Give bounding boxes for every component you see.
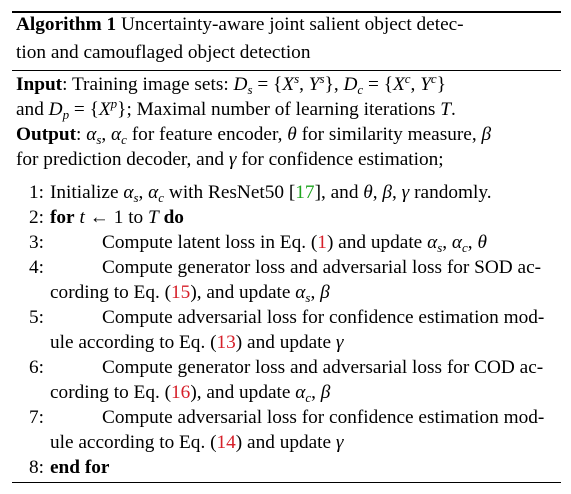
step-text: ) and update	[326, 232, 428, 253]
keyword-for: for	[50, 207, 75, 228]
step-text: Compute adversarial loss for confidence …	[102, 307, 545, 328]
step-text: cording to Eq. (	[50, 282, 172, 303]
input-line-1: Input: Training image sets: Ds = {Xs, Ys…	[16, 71, 446, 97]
output-line-2: for prediction decoder, and γ for confid…	[16, 149, 444, 170]
step-4-cont: cording to Eq. (15), and update αs, β	[50, 282, 330, 305]
step-text: ), and update	[190, 382, 296, 403]
equation-link[interactable]: 15	[171, 282, 191, 303]
step-7-cont: ule according to Eq. (14) and update γ	[50, 432, 344, 453]
step-text: 1 to	[113, 207, 149, 228]
algorithm-caption: Algorithm 1 Uncertainty-aware joint sali…	[16, 13, 464, 37]
step-text: randomly.	[409, 182, 492, 203]
step-text: ) and update	[235, 332, 336, 353]
input-line-2: and Dp = {Xp}; Maximal number of learnin…	[16, 96, 456, 122]
equation-link[interactable]: 1	[317, 232, 327, 253]
step-number: 4:	[29, 257, 44, 278]
math-ds: Ds	[233, 74, 253, 97]
step-text: Initialize	[50, 182, 124, 203]
step-5: 5: Compute adversarial loss for confidenc…	[20, 306, 544, 330]
step-2: 2: for t ← 1 to T do	[20, 206, 184, 230]
step-text: Compute generator loss and adversarial l…	[102, 257, 542, 278]
step-text: ule according to Eq. (	[50, 432, 217, 453]
step-text: Compute latent loss in Eq. (	[102, 232, 318, 253]
step-text: ), and update	[190, 282, 296, 303]
step-3: 3: Compute latent loss in Eq. (1) and upd…	[20, 231, 487, 255]
algorithm-title-line1: Uncertainty-aware joint salient object d…	[120, 14, 464, 35]
step-6-cont: cording to Eq. (16), and update αc, β	[50, 382, 331, 405]
step-1: 1: Initialize αs, αc with ResNet50 [17], …	[20, 181, 492, 205]
output-label: Output	[16, 124, 77, 145]
step-5-cont: ule according to Eq. (13) and update γ	[50, 332, 344, 353]
output-line-1: Output: αs, αc for feature encoder, θ fo…	[16, 124, 492, 147]
step-text: Compute adversarial loss for confidence …	[102, 407, 545, 428]
output-text-1: for feature encoder,	[126, 124, 288, 145]
input-and: and	[16, 99, 49, 120]
input-text: : Training image sets:	[62, 74, 234, 95]
step-text: with ResNet50 [	[164, 182, 296, 203]
equation-link[interactable]: 16	[171, 382, 191, 403]
input-rest: ; Maximal number of learning iterations	[126, 99, 441, 120]
keyword-end-for: end for	[50, 457, 110, 478]
step-text: ], and	[314, 182, 364, 203]
step-text: Compute generator loss and adversarial l…	[102, 357, 544, 378]
step-number: 1:	[29, 182, 44, 203]
algorithm-title-text: tion and camouflaged object detection	[16, 42, 311, 63]
step-number: 5:	[29, 307, 44, 328]
step-text: cording to Eq. (	[50, 382, 172, 403]
caption-rule	[12, 70, 561, 71]
citation-link[interactable]: 17	[295, 182, 315, 203]
math-dp: Dp	[48, 99, 70, 122]
output-text-4: for confidence estimation;	[236, 149, 444, 170]
bottom-rule	[12, 482, 561, 483]
step-number: 7:	[29, 407, 44, 428]
top-rule	[12, 11, 561, 13]
step-6: 6: Compute generator loss and adversarial…	[20, 356, 543, 380]
keyword-do: do	[163, 207, 184, 228]
step-number: 3:	[29, 232, 44, 253]
step-number: 2:	[29, 207, 44, 228]
step-text: ) and update	[235, 432, 336, 453]
step-4: 4: Compute generator loss and adversarial…	[20, 256, 541, 280]
output-text-2: for similarity measure,	[296, 124, 482, 145]
equation-link[interactable]: 14	[216, 432, 236, 453]
step-number: 8:	[29, 457, 44, 478]
input-label: Input	[16, 74, 63, 95]
step-text: ule according to Eq. (	[50, 332, 217, 353]
algorithm-title-line2: tion and camouflaged object detection	[16, 41, 310, 65]
step-8: 8: end for	[20, 456, 109, 480]
equation-link[interactable]: 13	[216, 332, 236, 353]
step-number: 6:	[29, 357, 44, 378]
step-7: 7: Compute adversarial loss for confidenc…	[20, 406, 544, 430]
output-text-3: for prediction decoder, and	[16, 149, 229, 170]
algorithm-label: Algorithm 1	[16, 14, 117, 35]
